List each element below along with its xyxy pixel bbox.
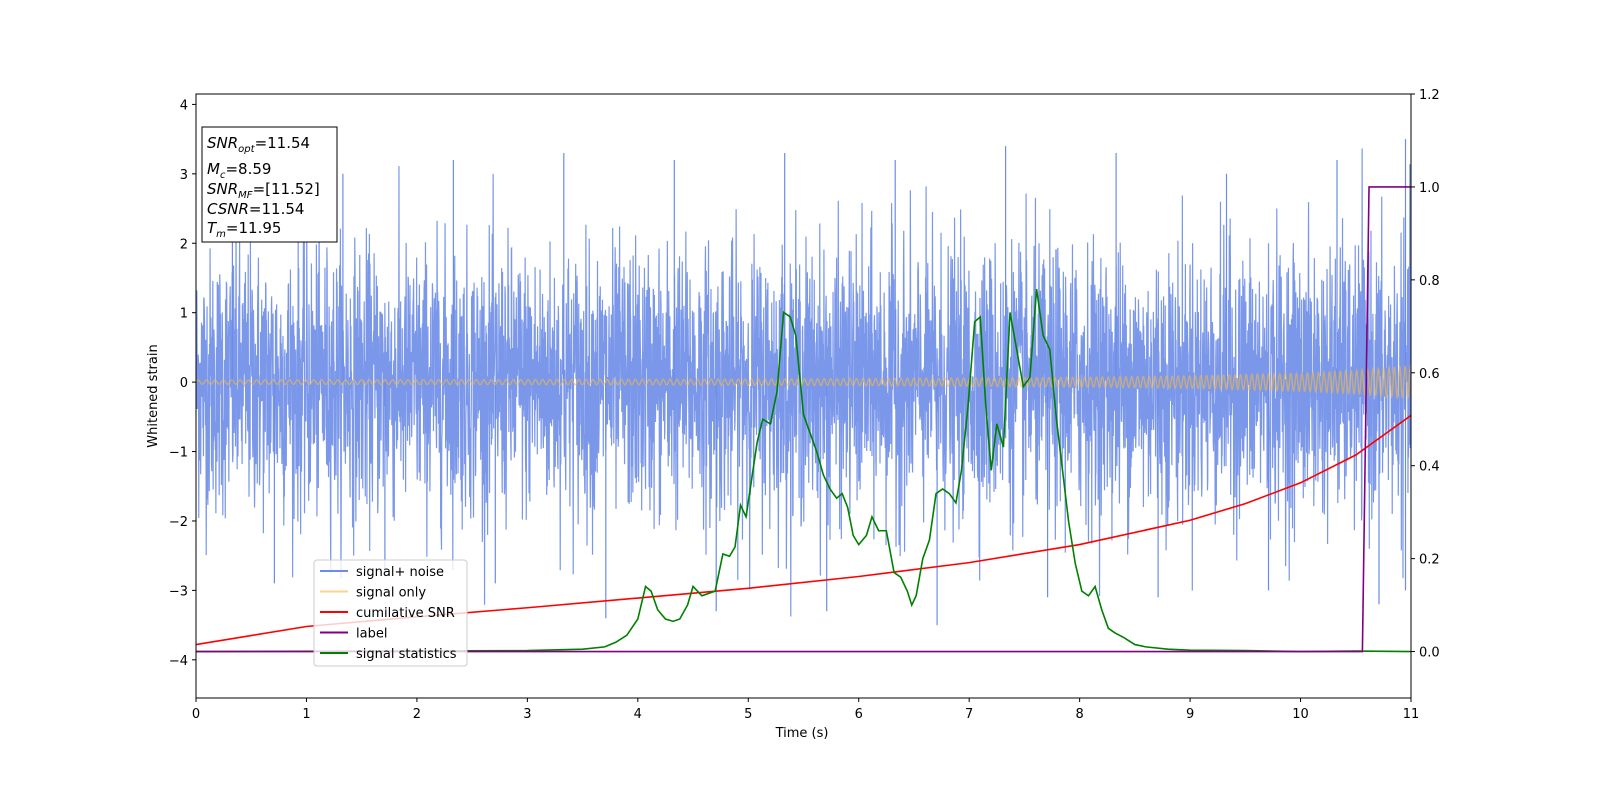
y2-tick-label: 0.2 [1419,553,1440,568]
x-tick-label: 0 [192,707,200,722]
info-snr-opt: SNRopt=11.54 [207,134,310,155]
legend-label-label: label [356,627,387,642]
x-tick-label: 7 [965,707,973,722]
info-mc: Mc=8.59 [207,160,271,181]
info-csnr: CSNR=11.54 [207,200,304,218]
info-tm: Tm=11.95 [207,219,281,240]
series-signal-only [196,363,1411,400]
x-axis-title: Time (s) [775,726,829,741]
legend-frame [313,559,468,667]
y-tick-label: 4 [180,98,188,113]
x-tick-label: 9 [1186,707,1194,722]
info-box: SNRopt=11.54 Mc=8.59 SNRMF=[11.52] CSNR=… [201,126,338,243]
y2-tick-label: 0.6 [1419,367,1440,382]
series-signal-noise-peaks [231,139,1407,626]
series-signal-statistics [196,289,1411,653]
y-tick-label: 2 [180,237,188,252]
x-tick-label: 3 [523,707,531,722]
x-tick-label: 6 [855,707,863,722]
x-tick-label: 11 [1403,707,1420,722]
legend-label-cumulative-snr: cumilative SNR [356,606,455,621]
legend: signal+ noise signal only cumilative SNR… [313,559,468,667]
x-tick-label: 10 [1292,707,1309,722]
axes: 0 1 2 3 4 5 6 7 8 9 10 11 −4 −3 −2 −1 0 1 2 3 4 0.0 0.2 0.4 0.6 0… [169,88,1440,722]
legend-label-signal-statistics: signal statistics [356,647,457,662]
plot-area [196,139,1411,653]
x-tick-label: 4 [634,707,642,722]
y-axis-title: Whitened strain [146,344,161,447]
y-tick-label: −1 [169,446,188,461]
info-box-frame [201,126,338,243]
y2-tick-label: 0.4 [1419,460,1440,475]
y-tick-label: −3 [169,584,188,599]
y-tick-label: −2 [169,515,188,530]
y-tick-label: 3 [180,168,188,183]
y2-tick-label: 1.0 [1419,181,1440,196]
legend-label-signal-noise: signal+ noise [356,565,444,580]
y-tick-label: 0 [180,376,188,391]
y-tick-label: 1 [180,307,188,322]
plot-frame [195,93,1412,699]
x-tick-label: 1 [302,707,310,722]
x-tick-label: 5 [744,707,752,722]
y2-tick-label: 0.8 [1419,274,1440,289]
y2-tick-label: 1.2 [1419,88,1440,103]
info-snr-mf: SNRMF=[11.52] [207,180,320,201]
legend-label-signal-only: signal only [356,586,426,601]
series-label [196,186,1411,653]
x-tick-label: 2 [413,707,421,722]
x-tick-label: 8 [1075,707,1083,722]
y-tick-label: −4 [169,654,188,669]
y2-tick-label: 0.0 [1419,646,1440,661]
